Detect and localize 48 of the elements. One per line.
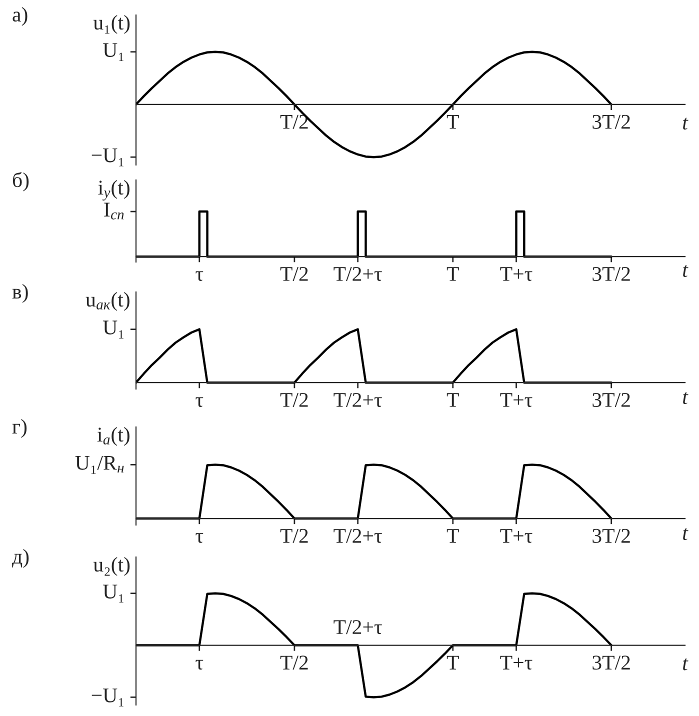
x-axis-title: t bbox=[683, 392, 688, 404]
x-axis-title: t bbox=[683, 528, 688, 540]
x-tick-label: T+τ bbox=[500, 393, 532, 407]
text: −U₁ bbox=[92, 688, 124, 706]
x-tick-label: T bbox=[446, 529, 459, 543]
chart-title: б) bbox=[12, 172, 29, 192]
text: U₁ bbox=[103, 584, 124, 603]
text: U₁ bbox=[103, 320, 124, 338]
x-tick-label: τ bbox=[196, 533, 204, 543]
text: U₁ bbox=[103, 43, 124, 62]
x-tick-label: 3T/2 bbox=[592, 266, 630, 281]
x-tick-label: T bbox=[446, 393, 459, 407]
x-tick-label: 3T/2 bbox=[592, 114, 630, 129]
x-tick-label: T/2+τ bbox=[334, 528, 382, 543]
x-tick-label: T/2 bbox=[280, 656, 308, 670]
x-tick-label: T/2 bbox=[280, 392, 308, 407]
x-tick-label: T bbox=[446, 267, 459, 281]
y-axis-title: i$_{у}$(t) bbox=[98, 180, 130, 200]
x-axis-title: t bbox=[683, 658, 688, 670]
text: −U₁ bbox=[92, 148, 124, 166]
x-tick-label: T/2+τ bbox=[334, 266, 382, 281]
x-tick-label: T bbox=[446, 656, 459, 670]
y-axis-title: u$_{ак}$(t) bbox=[86, 292, 130, 311]
chart-title: д) bbox=[12, 549, 29, 568]
x-tick-label: T/2 bbox=[280, 266, 308, 281]
x-tick-label: T bbox=[446, 115, 459, 129]
annotation: T/2+τ bbox=[334, 620, 382, 634]
x-tick-label: 3T/2 bbox=[592, 528, 630, 543]
text: I$_{сп}$ bbox=[104, 202, 124, 220]
x-tick-label: τ bbox=[196, 397, 204, 407]
chart-title: в) bbox=[12, 284, 28, 303]
x-tick-label: 3T/2 bbox=[592, 392, 630, 407]
y-axis-title: i$_{а}$(t) bbox=[97, 427, 130, 446]
x-tick-label: τ bbox=[196, 660, 204, 670]
x-tick-label: T+τ bbox=[500, 656, 532, 670]
chart-title: а) bbox=[12, 7, 28, 26]
x-axis-title: t bbox=[683, 118, 688, 130]
x-tick-label: T+τ bbox=[500, 529, 532, 543]
y-axis-title: u₂(t) bbox=[93, 557, 130, 576]
x-axis-title: t bbox=[683, 265, 688, 277]
x-tick-label: T/2 bbox=[280, 528, 308, 543]
x-tick-label: T/2+τ bbox=[334, 392, 382, 407]
x-tick-label: T+τ bbox=[500, 267, 532, 281]
text: U₁/R$_{н}$ bbox=[75, 456, 124, 474]
chart-title: г) bbox=[12, 419, 27, 438]
y-axis-title: u₁(t) bbox=[93, 15, 130, 34]
x-tick-label: τ bbox=[196, 271, 204, 281]
x-tick-label: 3T/2 bbox=[592, 656, 630, 670]
